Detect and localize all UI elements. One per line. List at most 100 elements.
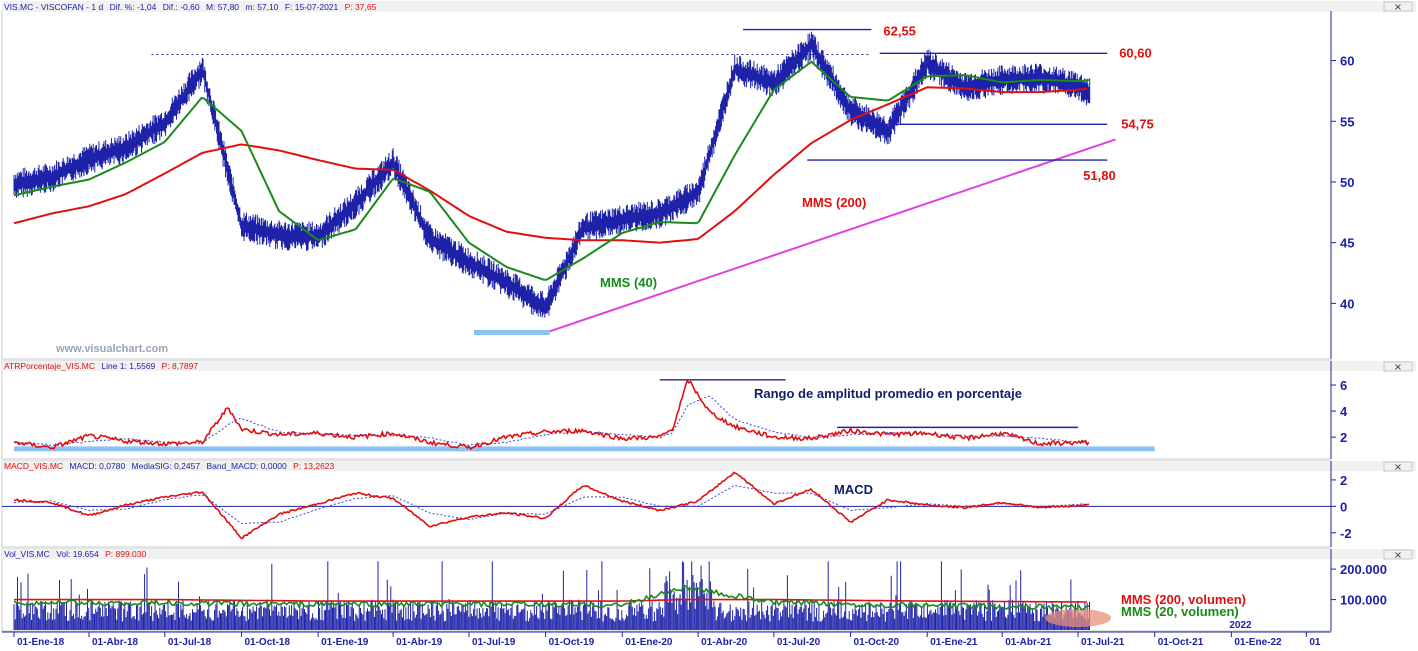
- level-label: 62,55: [883, 24, 916, 39]
- mms200-series-line: [13, 86, 1088, 244]
- atr-header-name: ATRPorcentaje_VIS.MC: [4, 361, 95, 371]
- close-icon[interactable]: ×: [1394, 550, 1402, 561]
- macd-header-signal: MediaSIG: 0,2457: [132, 461, 201, 471]
- atr-plot-area: [1, 360, 1332, 460]
- volume-bars: [13, 561, 1090, 630]
- price-close-button[interactable]: ×: [1383, 1, 1413, 13]
- atr-series-line: [13, 379, 1090, 451]
- x-axis: 01-Ene-18 01-Abr-18 01-Jul-18 01-Oct-18 01-E…: [2, 620, 1331, 648]
- atr-header-period: P: 8,7897: [162, 361, 199, 371]
- price-y-ticks: 40 45 50 55 60: [1331, 54, 1354, 311]
- price-header-dif-pct: Dif. %: -1,04: [110, 2, 157, 12]
- close-icon[interactable]: ×: [1394, 2, 1402, 13]
- support-band: [473, 330, 550, 336]
- y-tick-label: 45: [1340, 236, 1354, 251]
- macd-panel: MACD_VIS.MC MACD: 0,0780 MediaSIG: 0,245…: [1, 460, 1416, 548]
- mms40-label: MMS (40): [600, 275, 657, 290]
- macd-series-line: [13, 471, 1089, 540]
- x-tick-label: 01-Abr-21: [1005, 637, 1052, 648]
- volume-header-period: P: 899.030: [105, 549, 146, 559]
- price-level-labels: 62,55 60,60 54,75 51,80: [883, 24, 1153, 184]
- x-tick-label: 01-Oct-19: [549, 637, 595, 648]
- x-ticks: 01-Ene-18 01-Abr-18 01-Jul-18 01-Oct-18 01-E…: [13, 620, 1321, 648]
- mms40-series-line: [13, 60, 1089, 281]
- y-tick-label: 55: [1340, 114, 1354, 129]
- y-tick-label: 50: [1340, 175, 1354, 190]
- price-header: VIS.MC - VISCOFAN - 1 d Dif. %: -1,04 Di…: [4, 2, 377, 12]
- x-tick-label: 01-Jul-18: [168, 637, 212, 648]
- atr-title: Rango de amplitud promedio en porcentaje: [754, 386, 1022, 401]
- y-tick-label: 2: [1340, 473, 1347, 488]
- x-tick-label: 01-Jul-21: [1081, 637, 1125, 648]
- atr-header-line: Line 1: 1,5569: [101, 361, 155, 371]
- macd-close-frame[interactable]: [1383, 461, 1413, 472]
- x-tick-label: 01-Ene-21: [930, 637, 978, 648]
- y-tick-label: -2: [1340, 526, 1352, 541]
- level-label: 54,75: [1121, 116, 1154, 131]
- macd-header-bar: [2, 461, 1416, 471]
- x-tick-label: 01: [1309, 637, 1321, 648]
- y-tick-label: 2: [1340, 430, 1347, 445]
- volume-close-button[interactable]: ×: [1383, 549, 1413, 561]
- close-icon[interactable]: ×: [1394, 362, 1402, 373]
- atr-close-frame[interactable]: [1383, 361, 1413, 372]
- price-header-symbol: VIS.MC - VISCOFAN - 1 d: [4, 2, 103, 12]
- y-tick-label: 40: [1340, 296, 1354, 311]
- volume-header: Vol_VIS.MC Vol: 19.654 P: 899.030: [4, 549, 147, 559]
- macd-header-macd: MACD: 0,0780: [69, 461, 125, 471]
- y-tick-label: 200.000: [1340, 562, 1387, 577]
- support-trendline: [549, 138, 1116, 333]
- x-tick-label: 01-Oct-21: [1158, 637, 1204, 648]
- volume-header-vol: Vol: 19.654: [56, 549, 99, 559]
- volume-header-bar: [2, 549, 1416, 559]
- y-tick-label: 100.000: [1340, 593, 1387, 608]
- x-tick-label: 01-Ene-22: [1234, 637, 1282, 648]
- price-header-max: M: 57,80: [206, 2, 239, 12]
- volume-y-ticks: 100.000 200.000: [1331, 562, 1387, 608]
- x-tick-label: 01-Abr-20: [701, 637, 748, 648]
- macd-plot-area: [1, 460, 1332, 548]
- macd-header-band: Band_MACD: 0,0000: [206, 461, 287, 471]
- x-tick-label: 01-Abr-19: [396, 637, 443, 648]
- price-plot-area: [1, 10, 1332, 360]
- volume-bar-set: [13, 561, 1090, 630]
- volume-highlight-ellipse: [1045, 609, 1111, 627]
- atr-header-bar: [2, 361, 1416, 371]
- y-tick-label: 4: [1340, 404, 1348, 419]
- close-icon[interactable]: ×: [1394, 462, 1402, 473]
- price-series-line: [13, 31, 1091, 318]
- x-tick-label: 01-Abr-18: [92, 637, 139, 648]
- atr-close-button[interactable]: ×: [1383, 361, 1413, 373]
- macd-header: MACD_VIS.MC MACD: 0,0780 MediaSIG: 0,245…: [4, 461, 335, 471]
- volume-mms20-label: MMS (20, volumen): [1121, 604, 1239, 619]
- macd-header-name: MACD_VIS.MC: [4, 461, 63, 471]
- volume-mms200-line: [14, 598, 1088, 603]
- price-panel: VIS.MC - VISCOFAN - 1 d Dif. %: -1,04 Di…: [1, 1, 1416, 360]
- x-tick-label: 01-Jul-20: [777, 637, 821, 648]
- volume-close-frame[interactable]: [1383, 549, 1413, 560]
- price-header-last: P: 37,65: [345, 2, 377, 12]
- price-header-date: F: 15-07-2021: [285, 2, 339, 12]
- price-header-bar: [2, 1, 1416, 12]
- x-tick-label: 01-Jul-19: [472, 637, 516, 648]
- atr-floor-band: [14, 446, 1155, 452]
- price-header-dif: Dif.: -0,60: [163, 2, 200, 12]
- volume-mms20-line: [13, 584, 1090, 611]
- watermark-text: www.visualchart.com: [55, 343, 168, 355]
- atr-y-ticks: 2 4 6: [1331, 378, 1348, 445]
- y-tick-label: 60: [1340, 54, 1354, 69]
- price-overlays: [151, 28, 1116, 336]
- macd-signal-line: [14, 484, 1089, 525]
- x-tick-label: 01-Oct-18: [244, 637, 290, 648]
- atr-panel: ATRPorcentaje_VIS.MC Line 1: 1,5569 P: 8…: [1, 360, 1416, 460]
- y-tick-label: 6: [1340, 378, 1347, 393]
- atr-overlays: [14, 379, 1155, 452]
- price-header-min: m: 57,10: [245, 2, 278, 12]
- level-label: 51,80: [1083, 168, 1116, 183]
- macd-close-button[interactable]: ×: [1383, 461, 1413, 473]
- macd-header-period: P: 13,2623: [293, 461, 334, 471]
- atr-header: ATRPorcentaje_VIS.MC Line 1: 1,5569 P: 8…: [4, 361, 198, 371]
- price-close-frame[interactable]: [1383, 1, 1413, 12]
- macd-title: MACD: [834, 482, 873, 497]
